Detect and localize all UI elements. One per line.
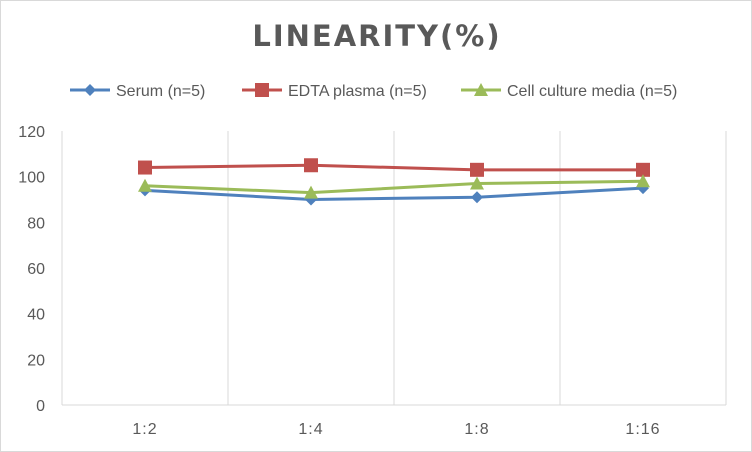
data-point-series-3 xyxy=(138,178,152,192)
chart-title: LINEARITY(%) xyxy=(252,19,502,53)
legend-entry: Cell culture media (n=5) xyxy=(507,83,677,100)
legend-entry: EDTA plasma (n=5) xyxy=(288,83,427,100)
data-point-series-2 xyxy=(636,162,650,177)
y-tick-label: 80 xyxy=(27,215,45,232)
y-tick-label: 100 xyxy=(18,170,45,187)
legend-entry: Serum (n=5) xyxy=(116,83,205,100)
data-point-series-3 xyxy=(304,185,318,199)
series-line-3 xyxy=(144,179,644,195)
y-tick-label: 60 xyxy=(27,261,45,278)
x-tick-label: 1:16 xyxy=(625,421,660,438)
data-point-series-2 xyxy=(470,162,484,177)
y-tick-label: 120 xyxy=(18,124,45,141)
y-tick-label: 0 xyxy=(36,398,45,415)
data-point-series-3 xyxy=(470,176,484,190)
data-point-series-1 xyxy=(471,191,483,204)
series-line-2 xyxy=(144,163,643,172)
legend-marker xyxy=(474,83,488,96)
series-line-1 xyxy=(144,186,644,201)
y-tick-label: 40 xyxy=(27,307,45,324)
x-tick-label: 1:8 xyxy=(464,421,489,438)
x-tick-label: 1:2 xyxy=(132,421,157,438)
data-point-series-3 xyxy=(636,174,650,188)
y-tick-label: 20 xyxy=(27,352,45,369)
legend-marker xyxy=(84,84,96,96)
x-tick-label: 1:4 xyxy=(298,421,323,438)
data-point-series-2 xyxy=(138,160,152,175)
legend-marker xyxy=(255,83,269,97)
data-point-series-2 xyxy=(304,158,318,173)
